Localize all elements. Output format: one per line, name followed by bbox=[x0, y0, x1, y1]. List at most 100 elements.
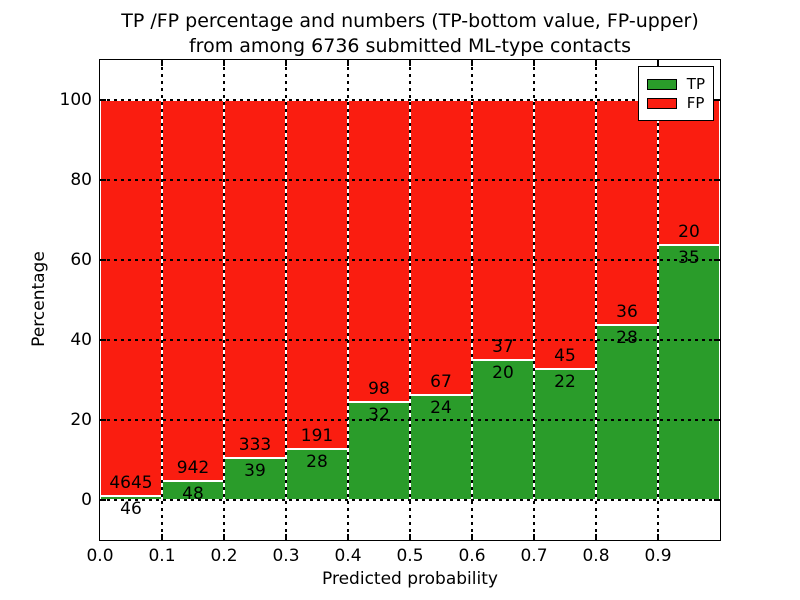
ytick-right bbox=[714, 99, 720, 101]
chart-title: TP /FP percentage and numbers (TP-bottom… bbox=[20, 9, 800, 59]
bar-fp-8 bbox=[596, 100, 658, 325]
legend-item-fp: FP bbox=[646, 94, 705, 112]
xtick-bottom bbox=[533, 534, 535, 540]
xtick-top bbox=[657, 60, 659, 66]
chart-title-line1: TP /FP percentage and numbers (TP-bottom… bbox=[121, 10, 699, 32]
xtick-bottom bbox=[161, 534, 163, 540]
xtick-bottom bbox=[409, 534, 411, 540]
xtick-top bbox=[285, 60, 287, 66]
fp-count-label-6: 37 bbox=[492, 336, 514, 357]
bar-fp-9 bbox=[658, 100, 720, 246]
tp-count-label-5: 24 bbox=[430, 397, 452, 418]
ytick-left bbox=[100, 339, 106, 341]
xtick-label-0.1: 0.1 bbox=[148, 546, 176, 566]
xtick-label-0.5: 0.5 bbox=[396, 546, 424, 566]
xtick-label-0.7: 0.7 bbox=[520, 546, 548, 566]
bar-fp-6 bbox=[472, 100, 534, 360]
xtick-top bbox=[223, 60, 225, 66]
bar-fp-0 bbox=[100, 100, 162, 497]
legend-label-tp: TP bbox=[686, 75, 705, 93]
bar-tp-9 bbox=[658, 245, 720, 500]
xtick-bottom bbox=[657, 534, 659, 540]
legend-label-fp: FP bbox=[686, 94, 705, 112]
legend-swatch-tp bbox=[646, 78, 677, 90]
ytick-label-60: 60 bbox=[70, 250, 92, 270]
gridline-v-0.7 bbox=[533, 60, 535, 540]
ytick-label-20: 20 bbox=[70, 410, 92, 430]
fp-count-label-7: 45 bbox=[554, 345, 576, 366]
gridline-v-0.5 bbox=[409, 60, 411, 540]
ytick-label-0: 0 bbox=[81, 490, 92, 510]
xtick-label-0.4: 0.4 bbox=[334, 546, 362, 566]
xtick-bottom bbox=[471, 534, 473, 540]
chart-title-line2: from among 6736 submitted ML-type contac… bbox=[188, 35, 632, 57]
gridline-h-80 bbox=[100, 179, 720, 181]
fp-count-label-1: 942 bbox=[176, 457, 210, 478]
gridline-v-0.3 bbox=[285, 60, 287, 540]
fp-count-label-5: 67 bbox=[430, 371, 452, 392]
xtick-label-0.0: 0.0 bbox=[86, 546, 114, 566]
bar-fp-1 bbox=[162, 100, 224, 481]
ytick-label-100: 100 bbox=[59, 90, 92, 110]
tp-count-label-0: 46 bbox=[120, 499, 142, 520]
tp-count-label-8: 28 bbox=[616, 328, 638, 348]
fp-count-label-0: 4645 bbox=[109, 473, 153, 494]
xtick-bottom bbox=[347, 534, 349, 540]
fp-count-label-2: 333 bbox=[238, 435, 272, 456]
gridline-v-0.1 bbox=[161, 60, 163, 540]
gridline-v-0.8 bbox=[595, 60, 597, 540]
gridline-h-60 bbox=[100, 259, 720, 261]
legend: TP FP bbox=[637, 66, 714, 121]
ytick-right bbox=[714, 179, 720, 181]
fp-count-label-9: 20 bbox=[678, 222, 700, 243]
xtick-label-0.3: 0.3 bbox=[272, 546, 300, 566]
xtick-top bbox=[533, 60, 535, 66]
ytick-left bbox=[100, 179, 106, 181]
ytick-right bbox=[714, 499, 720, 501]
bar-fp-3 bbox=[286, 100, 348, 449]
tp-count-label-6: 20 bbox=[492, 362, 514, 383]
ytick-label-80: 80 bbox=[70, 170, 92, 190]
xtick-label-0.9: 0.9 bbox=[644, 546, 672, 566]
tp-count-label-9: 35 bbox=[678, 248, 700, 269]
bar-fp-5 bbox=[410, 100, 472, 395]
ytick-right bbox=[714, 419, 720, 421]
x-axis-label: Predicted probability bbox=[322, 569, 498, 589]
bar-fp-4 bbox=[348, 100, 410, 402]
gridline-v-0.4 bbox=[347, 60, 349, 540]
xtick-top bbox=[595, 60, 597, 66]
bar-tp-7 bbox=[534, 368, 596, 500]
xtick-label-0.6: 0.6 bbox=[458, 546, 486, 566]
xtick-top bbox=[347, 60, 349, 66]
xtick-label-0.8: 0.8 bbox=[582, 546, 610, 566]
xtick-bottom bbox=[223, 534, 225, 540]
legend-item-tp: TP bbox=[646, 75, 705, 93]
tp-count-label-2: 39 bbox=[244, 461, 266, 482]
gridline-v-0.2 bbox=[223, 60, 225, 540]
fp-count-label-3: 191 bbox=[300, 425, 334, 446]
xtick-bottom bbox=[595, 534, 597, 540]
ytick-label-40: 40 bbox=[70, 330, 92, 350]
bar-fp-2 bbox=[224, 100, 286, 459]
ytick-left bbox=[100, 419, 106, 421]
gridline-h-40 bbox=[100, 339, 720, 341]
fp-count-label-8: 36 bbox=[616, 302, 638, 322]
ytick-left bbox=[100, 499, 106, 501]
xtick-top bbox=[409, 60, 411, 66]
xtick-bottom bbox=[285, 534, 287, 540]
plot-area: TP FP 4645 46 942 48 333 39 191 28 98 32 67 24 37 20 45… bbox=[99, 59, 721, 541]
ytick-right bbox=[714, 259, 720, 261]
gridline-v-0.6 bbox=[471, 60, 473, 540]
tp-count-label-4: 32 bbox=[368, 404, 390, 425]
gridline-h-0 bbox=[100, 499, 720, 501]
xtick-label-0.2: 0.2 bbox=[210, 546, 238, 566]
ytick-left bbox=[100, 99, 106, 101]
legend-swatch-fp bbox=[646, 97, 677, 109]
tp-count-label-3: 28 bbox=[306, 451, 328, 472]
gridline-h-100 bbox=[100, 99, 720, 101]
tp-count-label-1: 48 bbox=[182, 483, 204, 504]
xtick-top bbox=[161, 60, 163, 66]
xtick-top bbox=[471, 60, 473, 66]
tp-count-label-7: 22 bbox=[554, 371, 576, 392]
